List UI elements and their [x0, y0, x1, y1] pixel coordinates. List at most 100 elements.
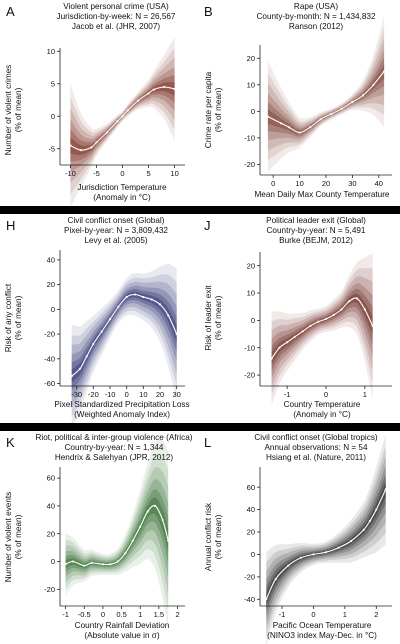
confidence-band-0 — [267, 16, 385, 173]
x-tick-label: -20 — [88, 390, 99, 399]
x-tick-label: -10 — [105, 390, 116, 399]
confidence-band-4 — [271, 288, 373, 371]
y-tick-label: -20 — [244, 572, 255, 581]
estimate-line — [265, 489, 387, 600]
y-tick-label: 10 — [47, 47, 55, 56]
x-axis-label: (Absolute value in σ) — [84, 631, 159, 640]
y-axis-label: Number of violent crimes — [4, 65, 13, 156]
estimate-line — [71, 293, 178, 377]
confidence-band-2 — [267, 38, 385, 151]
confidence-band-0 — [71, 263, 177, 423]
y-tick-label: 40 — [47, 502, 55, 511]
chart-heading: Country-by-year: N = 1,344 — [65, 443, 164, 452]
x-tick-label: 2 — [374, 610, 378, 619]
y-tick-label: -10 — [244, 133, 255, 142]
confidence-band-0 — [65, 439, 169, 631]
y-axis-label: Risk of leader exit — [204, 285, 213, 351]
confidence-band-1 — [271, 268, 373, 396]
chart-k: K Riot, political & inter-group violence… — [4, 433, 193, 640]
y-tick-label: -5 — [48, 144, 55, 153]
chart-heading: County-by-month: N = 1,434,832 — [256, 12, 375, 21]
chart-heading: Hendrix & Salehyan (JPR, 2012) — [55, 453, 174, 462]
confidence-band-3 — [271, 283, 373, 379]
confidence-band-5 — [70, 82, 175, 156]
x-axis-label: (Anomaly in °C) — [293, 410, 351, 419]
chart-j: J Political leader exit (Global) Country… — [204, 216, 392, 419]
y-axis-label: Risk of any conflict — [4, 283, 13, 352]
x-tick-label: 30 — [172, 390, 180, 399]
x-tick-label: 1 — [343, 610, 347, 619]
y-axis-label: (% of mean) — [214, 514, 223, 559]
y-tick-label: 20 — [47, 529, 55, 538]
chart-heading: Political leader exit (Global) — [266, 216, 366, 225]
estimate-line — [271, 297, 374, 360]
x-tick-label: 30 — [348, 179, 356, 188]
y-tick-label: 60 — [247, 483, 255, 492]
chart-heading: Hsiang et al. (Nature, 2011) — [266, 453, 366, 462]
panel-divider — [0, 206, 400, 214]
chart-heading: Civil conflict onset (Global tropics) — [254, 433, 378, 442]
x-tick-label: 40 — [375, 179, 383, 188]
confidence-band-0 — [271, 253, 373, 406]
x-tick-label: 0 — [311, 610, 315, 619]
y-tick-label: -10 — [244, 343, 255, 352]
panel-label: H — [6, 218, 15, 233]
confidence-band-2 — [70, 57, 175, 183]
y-axis-label: (% of mean) — [14, 87, 23, 132]
x-tick-label: 0 — [324, 390, 328, 399]
chart-heading: Levy et al. (2005) — [84, 236, 148, 245]
x-tick-label: 0.5 — [116, 610, 126, 619]
x-tick-label: 0 — [101, 610, 105, 619]
x-tick-label: -1 — [62, 610, 69, 619]
confidence-band-2 — [271, 276, 373, 387]
y-axis-label: Crime rate per capita — [204, 71, 213, 148]
x-tick-label: -1 — [279, 610, 286, 619]
x-tick-label: 20 — [322, 179, 330, 188]
confidence-band-2 — [71, 281, 177, 408]
chart-h: H Civil conflict onset (Global) Pixel-by… — [4, 216, 190, 423]
panel-label: L — [204, 435, 211, 450]
confidence-band-0 — [266, 434, 386, 644]
x-axis-label: Pixel Standardized Precipitation Loss — [54, 400, 189, 409]
y-tick-label: -40 — [44, 354, 55, 363]
y-tick-label: -20 — [244, 371, 255, 380]
confidence-band-5 — [271, 293, 373, 365]
x-tick-label: 1 — [138, 610, 142, 619]
x-tick-label: 2 — [175, 610, 179, 619]
chart-heading: Jurisdiction-by-week: N = 26,567 — [56, 12, 175, 21]
confidence-band-0 — [70, 37, 175, 206]
x-tick-label: -1 — [284, 390, 291, 399]
chart-heading: Burke (BEJM, 2012) — [279, 236, 353, 245]
y-tick-label: -20 — [44, 585, 55, 594]
chart-heading: Annual observations: N = 54 — [264, 443, 368, 452]
panel-divider — [0, 423, 400, 431]
y-tick-label: 0 — [51, 557, 55, 566]
x-tick-label: 5 — [146, 169, 150, 178]
y-tick-label: 0 — [51, 112, 55, 121]
estimate-line — [70, 86, 175, 151]
x-axis-label: Jurisdiction Temperature — [77, 183, 166, 192]
x-axis-label: Mean Daily Max County Temperature — [254, 190, 389, 199]
y-axis-label: Number of violent events — [4, 492, 13, 583]
chart-a: A Violent personal crime (USA) Jurisdict… — [4, 2, 185, 206]
y-tick-label: 0 — [251, 316, 255, 325]
y-tick-label: 0 — [51, 305, 55, 314]
chart-heading: Civil conflict onset (Global) — [68, 216, 165, 225]
x-axis-label: Country Rainfall Deviation — [75, 621, 170, 630]
y-axis-label: Annual conflict risk — [204, 502, 213, 571]
chart-heading: Pixel-by-year: N = 3,809,432 — [64, 226, 168, 235]
chart-l: L Civil conflict onset (Global tropics) … — [204, 433, 392, 644]
x-tick-label: -30 — [71, 390, 82, 399]
y-tick-label: 40 — [247, 505, 255, 514]
panel-label: B — [204, 4, 213, 19]
x-tick-label: 20 — [156, 390, 164, 399]
chart-heading: Riot, political & inter-group violence (… — [36, 433, 193, 442]
confidence-band-1 — [267, 27, 385, 161]
estimate-line — [65, 505, 169, 567]
y-tick-label: 20 — [247, 261, 255, 270]
y-tick-label: 0 — [251, 550, 255, 559]
x-tick-label: 0 — [271, 179, 275, 188]
chart-heading: Rape (USA) — [294, 2, 338, 11]
x-axis-label: (Weighted Anomaly Index) — [74, 410, 170, 419]
x-tick-label: 10 — [295, 179, 303, 188]
